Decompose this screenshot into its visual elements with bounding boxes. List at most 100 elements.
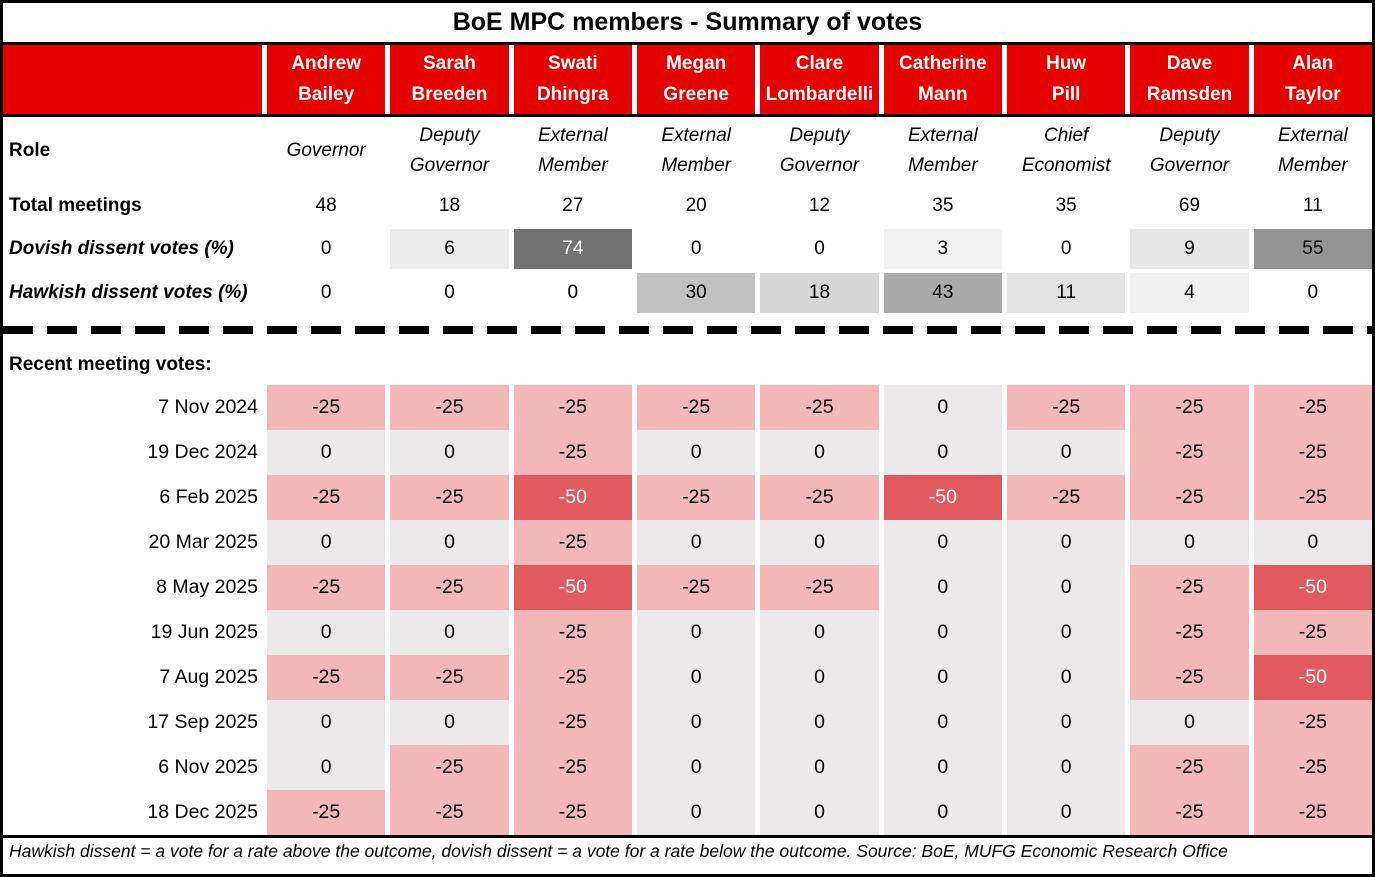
meeting-vote-row: 19 Jun 2025 0 0 -25 0 0 0 0 -25 -25 — [3, 610, 1372, 655]
dovish-dissent-cell: 0 — [760, 229, 879, 269]
role-cell: Deputy Governor — [760, 117, 878, 185]
meeting-vote-row: 6 Feb 2025 -25 -25 -50 -25 -25 -50 -25 -25 -25 — [3, 475, 1372, 520]
vote-cell: 0 — [883, 565, 1002, 610]
meeting-date: 19 Dec 2024 — [147, 441, 258, 463]
vote-cell: 0 — [883, 430, 1002, 475]
role-cell: External Member — [637, 117, 755, 185]
meeting-vote-row: 8 May 2025 -25 -25 -50 -25 -25 0 0 -25 -50 — [3, 565, 1372, 610]
meeting-date: 6 Feb 2025 — [159, 486, 258, 508]
total-meetings-cell: 35 — [932, 195, 954, 216]
vote-cell: -25 — [513, 655, 632, 700]
vote-cell: 0 — [760, 745, 879, 790]
role-line: Deputy — [419, 124, 480, 146]
vote-cell: 0 — [883, 655, 1002, 700]
hawkish-dissent-cell: 11 — [1007, 273, 1126, 313]
vote-cell: -25 — [637, 565, 756, 610]
total-meetings-label: Total meetings — [9, 195, 142, 216]
vote-cell: -25 — [267, 475, 386, 520]
vote-cell: -25 — [1130, 655, 1249, 700]
total-meetings-cell: 48 — [315, 195, 337, 216]
vote-cell: 0 — [1253, 520, 1372, 565]
vote-cell: -25 — [1253, 790, 1372, 835]
vote-cell: 0 — [390, 520, 509, 565]
vote-cell: -25 — [1253, 610, 1372, 655]
meeting-vote-row: 6 Nov 2025 0 -25 -25 0 0 0 0 -25 -25 — [3, 745, 1372, 790]
hawkish-dissent-cell: 0 — [390, 273, 509, 313]
meeting-vote-row: 7 Nov 2024 -25 -25 -25 -25 -25 0 -25 -25 -25 — [3, 385, 1372, 430]
member-header-cell: Dave Ramsden — [1130, 45, 1249, 114]
vote-cell: 0 — [637, 610, 756, 655]
dovish-dissent-cell: 3 — [883, 229, 1002, 269]
vote-cell: -25 — [1007, 385, 1126, 430]
vote-cell: 0 — [883, 610, 1002, 655]
vote-cell: -25 — [1253, 475, 1372, 520]
dovish-dissent-cell: 0 — [267, 229, 386, 269]
dovish-dissent-label: Dovish dissent votes (%) — [9, 238, 234, 259]
role-line: Member — [1277, 155, 1348, 176]
role-line: Governor — [779, 155, 860, 176]
vote-cell: 0 — [760, 520, 879, 565]
total-meetings-cell: 35 — [1055, 195, 1077, 216]
role-line: Governor — [286, 139, 366, 161]
total-meetings-cell: 12 — [808, 195, 831, 216]
member-header-cell: Sarah Breeden — [390, 45, 509, 114]
vote-cell: -50 — [513, 475, 632, 520]
member-last-name: Breeden — [411, 83, 488, 105]
member-first-name: Huw — [1046, 53, 1087, 75]
dovish-dissent-cell: 9 — [1130, 229, 1249, 269]
member-header-cell: Clare Lombardelli — [760, 45, 879, 114]
vote-cell: -25 — [1253, 700, 1372, 745]
total-meetings-cell: 11 — [1302, 195, 1323, 216]
vote-cell: -25 — [1130, 565, 1249, 610]
vote-cell: 0 — [1007, 430, 1126, 475]
vote-cell: 0 — [1007, 610, 1126, 655]
vote-cell: 0 — [1007, 520, 1126, 565]
page-title: BoE MPC members - Summary of votes — [3, 3, 1372, 45]
member-first-name: Alan — [1292, 53, 1334, 75]
vote-cell: -25 — [1130, 385, 1249, 430]
dovish-dissent-cell: 0 — [1007, 229, 1126, 269]
member-last-name: Greene — [663, 83, 729, 105]
meeting-date: 18 Dec 2025 — [147, 801, 258, 823]
role-cell: External Member — [1254, 117, 1372, 185]
hawkish-dissent-cell: 0 — [513, 273, 632, 313]
vote-cell: 0 — [883, 385, 1002, 430]
vote-cell: -25 — [1130, 475, 1249, 520]
member-last-name: Pill — [1051, 83, 1081, 105]
vote-cell: -25 — [267, 565, 386, 610]
hawkish-dissent-cell: 30 — [637, 273, 756, 313]
total-meetings-cell: 20 — [685, 195, 707, 216]
dovish-dissent-cell: 74 — [513, 229, 632, 269]
meeting-date: 17 Sep 2025 — [147, 711, 258, 733]
vote-cell: -25 — [637, 475, 756, 520]
vote-cell: 0 — [883, 520, 1002, 565]
member-first-name: Clare — [795, 53, 844, 75]
recent-votes-header-row: Recent meeting votes: — [3, 345, 1372, 385]
role-row-label: Role — [9, 140, 51, 161]
dovish-dissent-cell: 0 — [637, 229, 756, 269]
dashed-divider-line — [3, 326, 1372, 334]
role-cell: Deputy Governor — [1130, 117, 1248, 185]
recent-votes-section: 7 Nov 2024 -25 -25 -25 -25 -25 0 -25 -25 -25 19 De… — [3, 385, 1372, 835]
vote-cell: 0 — [267, 520, 386, 565]
vote-cell: -25 — [1253, 745, 1372, 790]
member-header-cell: Megan Greene — [637, 45, 756, 114]
vote-cell: 0 — [637, 745, 756, 790]
meeting-date: 20 Mar 2025 — [148, 531, 259, 553]
role-row: Role Governor Deputy Governor External Membe… — [3, 117, 1372, 185]
member-last-name: Bailey — [298, 83, 355, 105]
hawkish-dissent-label: Hawkish dissent votes (%) — [9, 282, 248, 303]
vote-cell: 0 — [760, 430, 879, 475]
vote-cell: -25 — [760, 565, 879, 610]
dovish-dissent-row: Dovish dissent votes (%) 0 6 74 0 0 3 0 9 55 — [3, 227, 1372, 271]
vote-cell: -25 — [1130, 790, 1249, 835]
vote-cell: -25 — [637, 385, 756, 430]
vote-cell: -25 — [1007, 475, 1126, 520]
vote-cell: 0 — [1007, 700, 1126, 745]
vote-cell: 0 — [760, 790, 879, 835]
vote-cell: -25 — [513, 700, 632, 745]
vote-cell: -25 — [390, 385, 509, 430]
role-line: Member — [907, 155, 978, 176]
vote-cell: 0 — [760, 655, 879, 700]
